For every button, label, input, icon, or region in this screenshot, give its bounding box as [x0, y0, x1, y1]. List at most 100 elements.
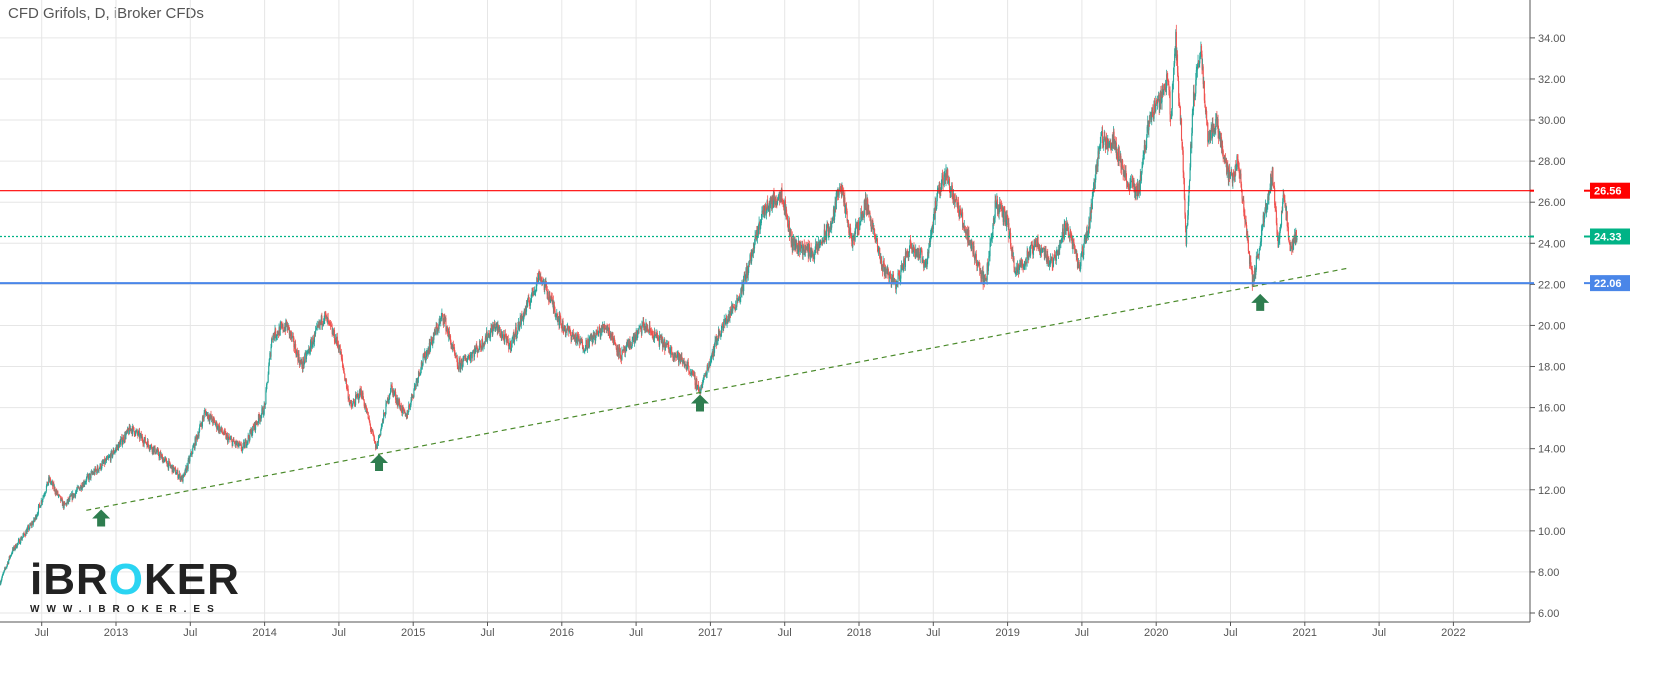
candle-body [1062, 228, 1064, 238]
candle-body [574, 335, 576, 340]
candle-body [147, 440, 149, 445]
candle-body [964, 230, 967, 233]
price-label: 26.56 [1594, 186, 1622, 198]
candle-body [683, 361, 685, 363]
candle-body [402, 406, 404, 408]
candle-body [368, 418, 370, 420]
candle-body [1056, 250, 1058, 252]
candle-body [1154, 109, 1156, 112]
candle-body [1233, 174, 1235, 176]
candle-body [80, 485, 82, 490]
candle-body [6, 564, 8, 567]
candle-body [891, 276, 893, 283]
candle-body [216, 428, 218, 430]
candle-body [208, 418, 210, 421]
candle-body [1178, 98, 1180, 105]
candle-body [721, 324, 723, 331]
candle-body [935, 201, 937, 211]
candle-body [341, 358, 344, 364]
candle-body [695, 379, 697, 388]
candle-body [429, 342, 431, 351]
candle-body [110, 451, 112, 461]
candle-body [1238, 166, 1240, 168]
candle-body [613, 338, 615, 345]
candle-body [976, 261, 978, 266]
candle-body [142, 440, 144, 444]
candle-body [618, 347, 620, 356]
candle-body [982, 270, 984, 285]
candle-body [517, 321, 520, 325]
candle-body [836, 192, 838, 194]
candle-body [315, 328, 317, 331]
candle-body [380, 429, 382, 435]
candle-body [956, 204, 959, 208]
candle-body [1206, 110, 1208, 121]
candle-body [1088, 221, 1091, 228]
candle-body [763, 205, 765, 210]
candle-body [439, 320, 441, 323]
candle-body [303, 362, 305, 366]
candle-body [231, 439, 233, 446]
candle-body [735, 305, 737, 307]
candle-body [311, 341, 313, 349]
candle-body [762, 205, 764, 212]
candle-body [985, 279, 987, 281]
candle-body [662, 336, 664, 348]
candle-body [1227, 166, 1229, 169]
candle-body [1175, 31, 1177, 54]
candle-body [160, 455, 162, 458]
candle-body [1185, 227, 1187, 245]
candle-body [886, 268, 888, 270]
candle-body [357, 394, 360, 400]
candle-body [854, 228, 856, 241]
candle-body [1227, 168, 1229, 181]
candle-body [1284, 205, 1287, 207]
candle-body [100, 468, 102, 470]
candle-body [161, 455, 163, 456]
candle-body [1135, 189, 1137, 192]
candle-body [216, 422, 218, 430]
candle-body [1153, 100, 1155, 119]
candle-body [1214, 128, 1216, 133]
candle-body [1103, 139, 1105, 146]
candle-body [348, 397, 350, 399]
candle-body [1148, 120, 1150, 131]
candle-body [514, 334, 516, 336]
candle-body [857, 221, 859, 235]
candle-body [411, 394, 413, 398]
candle-body [455, 356, 457, 358]
candle-body [193, 444, 195, 447]
candle-body [598, 326, 600, 332]
candle-body [393, 390, 395, 394]
candle-body [1022, 265, 1024, 269]
candle-body [1189, 167, 1191, 182]
candle-body [437, 328, 440, 330]
candle-body [974, 256, 976, 260]
candle-body [209, 414, 212, 417]
candle-body [615, 345, 617, 349]
candle-body [725, 316, 727, 323]
candle-body [780, 193, 782, 200]
candle-body [43, 495, 45, 497]
candle-body [1289, 243, 1291, 251]
candle-body [597, 331, 600, 337]
candle-body [387, 397, 389, 403]
candle-body [686, 365, 688, 370]
candle-body [47, 482, 49, 486]
candle-body [410, 399, 412, 406]
candle-body [962, 223, 964, 228]
candle-body [113, 452, 115, 454]
candle-body [213, 417, 215, 420]
candle-body [59, 495, 61, 497]
candle-body [1024, 262, 1027, 266]
candle-body [30, 523, 32, 526]
candle-body [200, 424, 202, 426]
candle-body [651, 333, 653, 335]
candle-body [908, 252, 910, 256]
candle-body [1025, 262, 1027, 266]
candle-body [493, 323, 496, 326]
candle-body [836, 192, 838, 196]
candle-body [1105, 138, 1107, 150]
